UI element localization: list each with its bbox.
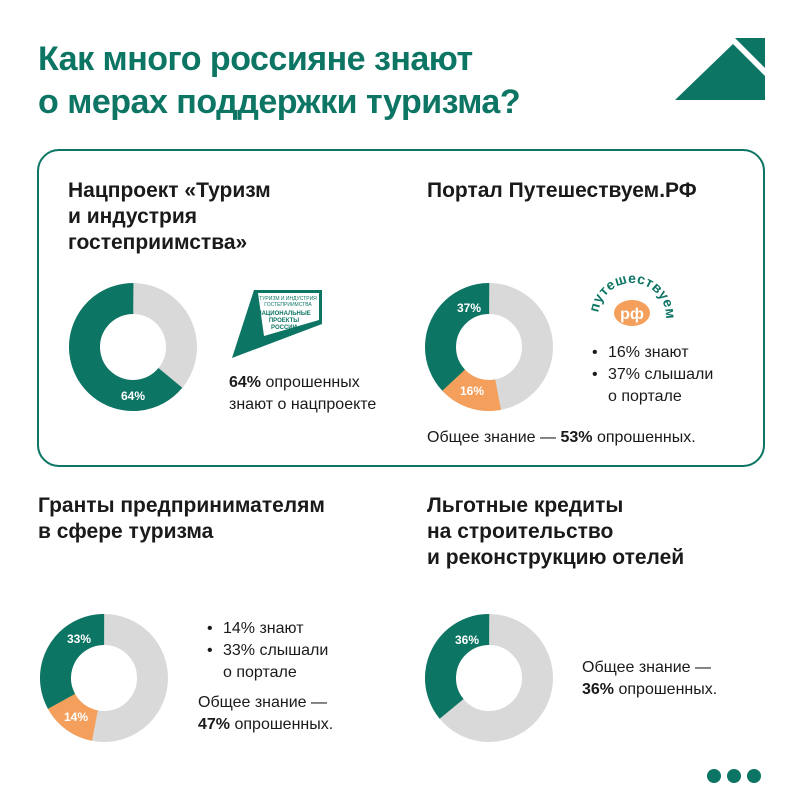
credits-total: Общее знание — 36% опрошенных. (582, 659, 718, 698)
credits-heading: Льготные кредиты на строительство и реко… (427, 494, 685, 569)
portal-logo: путешествуем рф (585, 270, 679, 326)
credits-donut-segments (425, 614, 553, 742)
portal-heading: Портал Путешествуем.РФ (427, 179, 697, 202)
svg-text:РОССИИ: РОССИИ (271, 325, 297, 331)
portal-donut-segments (425, 283, 553, 411)
page-title: Как много россияне знают о мерах поддерж… (38, 38, 638, 124)
svg-text:ПРОЕКТЫ: ПРОЕКТЫ (269, 318, 299, 324)
donut-segment-know (40, 614, 168, 742)
more-dots-icon (707, 769, 761, 783)
natsproekt-logo: ТУРИЗМ И ИНДУСТРИЯ ГОСТЕПРИИМСТВА НАЦИОН… (232, 290, 322, 358)
grants-total: Общее знание — 47% опрошенных. (198, 694, 334, 733)
svg-text:НАЦИОНАЛЬНЫЕ: НАЦИОНАЛЬНЫЕ (257, 311, 311, 317)
grants-donut-chart: 33% 14% (40, 614, 168, 742)
portal-total: Общее знание — 53% опрошенных. (427, 429, 696, 446)
natsproekt-donut-chart: 64% (69, 283, 197, 411)
list-item: 16% знают (592, 342, 713, 364)
natsproekt-text: 64% опрошенных знают о нацпроекте (229, 374, 377, 413)
list-item: 14% знают (207, 618, 328, 640)
portal-donut-label-know: 16% (460, 384, 484, 398)
grants-donut-label-know: 14% (64, 710, 88, 724)
credits-donut-chart: 36% (425, 614, 553, 742)
svg-text:ГОСТЕПРИИМСТВА: ГОСТЕПРИИМСТВА (264, 302, 312, 308)
donut-segment-know (425, 283, 553, 411)
svg-text:рф: рф (620, 306, 644, 323)
portal-donut-chart: 37% 16% (425, 283, 553, 411)
title-line-1: Как много россияне знают (38, 40, 473, 78)
highlight-frame (37, 149, 765, 467)
donut-segment-know (69, 283, 197, 411)
grants-donut-label-heard: 33% (67, 632, 91, 646)
natsproekt-heading: Нацпроект «Туризм и индустрия гостеприим… (68, 179, 271, 254)
corner-logo-icon (675, 38, 765, 100)
grants-donut-segments (40, 614, 168, 742)
title-line-2: о мерах поддержки туризма? (38, 83, 521, 121)
donut-segment-know (425, 614, 553, 742)
natsproekt-donut-label: 64% (121, 389, 145, 403)
svg-text:ТУРИЗМ И ИНДУСТРИЯ: ТУРИЗМ И ИНДУСТРИЯ (259, 296, 317, 302)
donut-segment-heard (40, 614, 168, 742)
natsproekt-donut-segments (69, 283, 197, 411)
credits-donut-label: 36% (455, 633, 479, 647)
portal-donut-label-heard: 37% (457, 301, 481, 315)
grants-heading: Гранты предпринимателям в сфере туризма (38, 494, 325, 543)
donut-segment-heard (425, 283, 553, 411)
